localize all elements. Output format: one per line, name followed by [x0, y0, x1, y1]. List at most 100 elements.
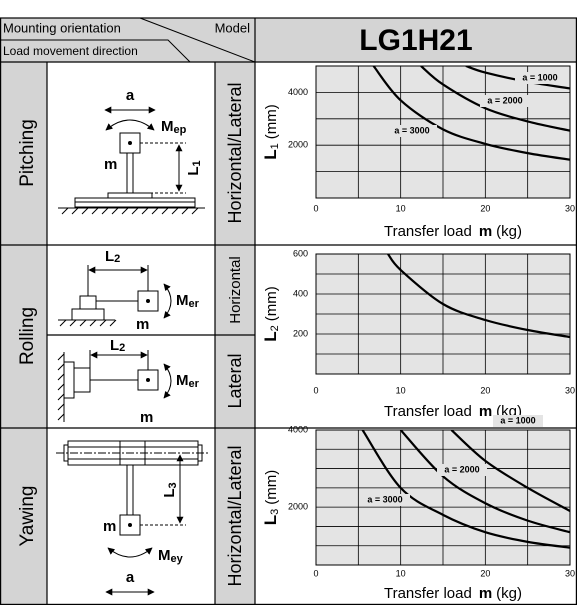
- symbol: M: [161, 118, 174, 135]
- header-text: Mounting orientation: [3, 20, 121, 35]
- subscript: 2: [114, 253, 120, 265]
- symbol: L: [105, 248, 114, 265]
- series-label: a = 1000: [500, 415, 535, 425]
- x-tick-label: 0: [313, 568, 318, 578]
- curve: [465, 66, 570, 90]
- label: Transfer load: [384, 403, 472, 420]
- orientation: Horizontal: [227, 256, 244, 324]
- symbol: L: [185, 166, 202, 175]
- x-tick-label: 30: [565, 203, 575, 213]
- x-tick-label: 30: [565, 385, 575, 395]
- y-axis-label: L1 (mm): [261, 104, 280, 160]
- x-tick-label: 20: [480, 203, 490, 213]
- orientation: Horizontal/Lateral: [225, 82, 245, 223]
- x-axis-label: Transfer load m (kg): [384, 585, 522, 602]
- x-tick-label: 20: [480, 568, 490, 578]
- unit: (kg): [496, 585, 522, 602]
- label-bg: [387, 125, 437, 137]
- x-tick-label: 0: [313, 385, 318, 395]
- y-tick-label: 2000: [288, 140, 308, 150]
- x-tick-label: 30: [565, 568, 575, 578]
- header-text: Load movement direction: [3, 44, 138, 58]
- name-column: [0, 62, 47, 605]
- subscript: 3: [167, 482, 179, 488]
- diagram-label: L1: [185, 160, 203, 175]
- x-tick-label: 0: [313, 203, 318, 213]
- symbol: M: [158, 547, 171, 564]
- curve: [372, 66, 570, 161]
- y-tick-label: 200: [293, 328, 308, 338]
- subscript: 2: [119, 342, 125, 354]
- unit: (mm): [263, 104, 280, 139]
- unit: (mm): [263, 286, 280, 321]
- subscript: 1: [191, 160, 203, 166]
- symbol: M: [176, 372, 189, 389]
- y-tick-label: 600: [293, 248, 308, 258]
- curve: [450, 430, 570, 512]
- y-tick-label: 4000: [288, 87, 308, 97]
- symbol: m: [479, 403, 492, 420]
- y-axis-label: L3 (mm): [261, 470, 280, 526]
- rolling-lateral-diagram: [57, 350, 172, 422]
- row-name: Rolling: [17, 307, 38, 365]
- curve: [361, 430, 570, 549]
- symbol: L: [261, 331, 280, 341]
- orientation-column: [215, 62, 255, 605]
- subscript: 1: [269, 143, 281, 149]
- x-tick-label: 20: [480, 385, 490, 395]
- row-name: Yawing: [17, 486, 38, 547]
- header-diagonal: [139, 17, 256, 63]
- header-model: [255, 18, 577, 62]
- diagram-label: Mer: [176, 372, 200, 390]
- subscript: er: [189, 298, 200, 310]
- label-bg: [493, 415, 543, 427]
- y-tick-label: 4000: [288, 424, 308, 434]
- symbol: L: [161, 488, 178, 497]
- label: Transfer load: [384, 223, 472, 240]
- series-label: a = 3000: [394, 125, 429, 135]
- model-name: LG1H21: [359, 24, 472, 57]
- y-axis-label: L2 (mm): [261, 286, 280, 342]
- table-border: [0, 17, 577, 605]
- diagram-label: L3: [161, 482, 179, 497]
- orientation: Horizontal/Lateral: [225, 445, 245, 586]
- diagram-label: m: [140, 409, 153, 426]
- symbol: M: [176, 292, 189, 309]
- x-axis-label: Transfer load m (kg): [384, 223, 522, 240]
- curve: [420, 66, 570, 132]
- unit: (kg): [496, 223, 522, 240]
- plot-frame: [315, 253, 571, 375]
- subscript: 2: [269, 325, 281, 331]
- y-tick-label: 2000: [288, 502, 308, 512]
- diagram-label: Mep: [161, 118, 187, 136]
- x-tick-label: 10: [396, 203, 406, 213]
- plot-frame: [315, 429, 571, 566]
- x-tick-label: 10: [396, 385, 406, 395]
- subscript: ey: [171, 553, 184, 565]
- curve: [399, 430, 570, 534]
- diagram-label: L2: [110, 337, 125, 354]
- header-text: Model: [215, 20, 251, 35]
- subscript: er: [189, 378, 200, 390]
- orientation: Lateral: [225, 353, 245, 408]
- diagram-label: a: [126, 87, 135, 104]
- subscript: ep: [174, 124, 187, 136]
- label-bg: [480, 95, 530, 107]
- diagram-label: Mey: [158, 547, 184, 565]
- series-label: a = 2000: [487, 95, 522, 105]
- subscript: 3: [269, 509, 281, 515]
- symbol: m: [479, 585, 492, 602]
- symbol: L: [261, 515, 280, 525]
- diagram-label: Mer: [176, 292, 200, 310]
- diagram-label: m: [104, 156, 117, 173]
- unit: (mm): [263, 470, 280, 505]
- curve: [387, 254, 570, 339]
- x-tick-label: 10: [396, 568, 406, 578]
- diagram-label: m: [136, 316, 149, 333]
- series-label: a = 2000: [444, 464, 479, 474]
- diagram-label: a: [126, 569, 135, 586]
- symbol: m: [479, 223, 492, 240]
- symbol: L: [261, 149, 280, 159]
- label-bg: [437, 464, 487, 476]
